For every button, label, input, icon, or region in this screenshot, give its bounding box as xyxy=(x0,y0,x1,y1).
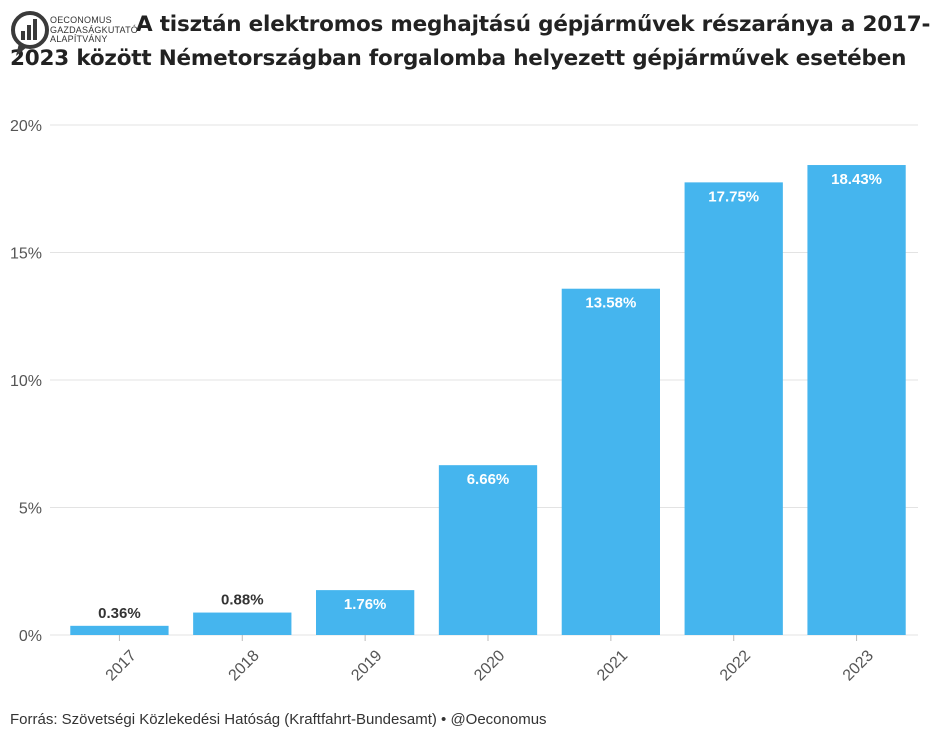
data-label-2020: 6.66% xyxy=(467,471,510,488)
logo-line-1: OECONOMUS xyxy=(50,15,112,25)
x-axis-tick-labels: 2017 2018 2019 2020 2021 2022 2023 xyxy=(103,635,877,684)
y-tick-label: 15% xyxy=(10,246,42,263)
logo-text: OECONOMUS GAZDASÁGKUTATÓ ALAPÍTVÁNY xyxy=(50,15,138,45)
logo-line-2: GAZDASÁGKUTATÓ xyxy=(50,24,138,35)
source-note: Forrás: Szövetségi Közlekedési Hatóság (… xyxy=(10,711,547,728)
y-axis-tick-labels: 0% 5% 10% 15% 20% xyxy=(10,118,42,645)
data-labels: 0.36% 0.88% 1.76% 6.66% 13.58% 17.75% 18.43% xyxy=(98,171,882,622)
x-tick-label-2021: 2021 xyxy=(594,647,631,684)
data-label-2021: 13.58% xyxy=(585,295,636,312)
x-tick-label-2023: 2023 xyxy=(840,647,877,684)
data-label-2019: 1.76% xyxy=(344,596,387,613)
chart-title: A tisztán elektromos meghajtású gépjármű… xyxy=(10,12,931,71)
y-tick-label: 0% xyxy=(19,628,42,645)
logo-line-3: ALAPÍTVÁNY xyxy=(50,34,108,44)
bar-2023 xyxy=(807,165,906,635)
bar-2020 xyxy=(438,465,538,635)
bar-2022 xyxy=(684,182,783,635)
y-tick-label: 10% xyxy=(10,373,42,390)
bar-2019 xyxy=(316,590,415,635)
y-tick-label: 20% xyxy=(10,118,42,135)
x-tick-label-2017: 2017 xyxy=(103,647,140,684)
data-label-2023: 18.43% xyxy=(831,171,882,188)
chart-header: OECONOMUS GAZDASÁGKUTATÓ ALAPÍTVÁNY A ti… xyxy=(10,8,936,76)
data-label-2018: 0.88% xyxy=(221,592,264,609)
x-tick-label-2018: 2018 xyxy=(226,647,263,684)
x-tick-label-2022: 2022 xyxy=(717,647,754,684)
bars xyxy=(70,165,906,635)
bar-2021 xyxy=(561,288,660,635)
y-tick-label: 5% xyxy=(19,501,42,518)
data-label-2022: 17.75% xyxy=(708,188,759,205)
x-tick-label-2019: 2019 xyxy=(348,647,385,684)
data-label-2017: 0.36% xyxy=(98,605,141,622)
oeconomus-logo: OECONOMUS GAZDASÁGKUTATÓ ALAPÍTVÁNY xyxy=(10,10,142,62)
bar-2018 xyxy=(193,612,292,635)
bar-chart: 0% 5% 10% 15% 20% 0.36% 0.88% 1.76% 6.66% 13.58%… xyxy=(10,118,918,684)
bar-2017 xyxy=(70,625,169,635)
speech-bubble-chart-icon xyxy=(11,11,49,56)
x-tick-label-2020: 2020 xyxy=(471,647,508,684)
